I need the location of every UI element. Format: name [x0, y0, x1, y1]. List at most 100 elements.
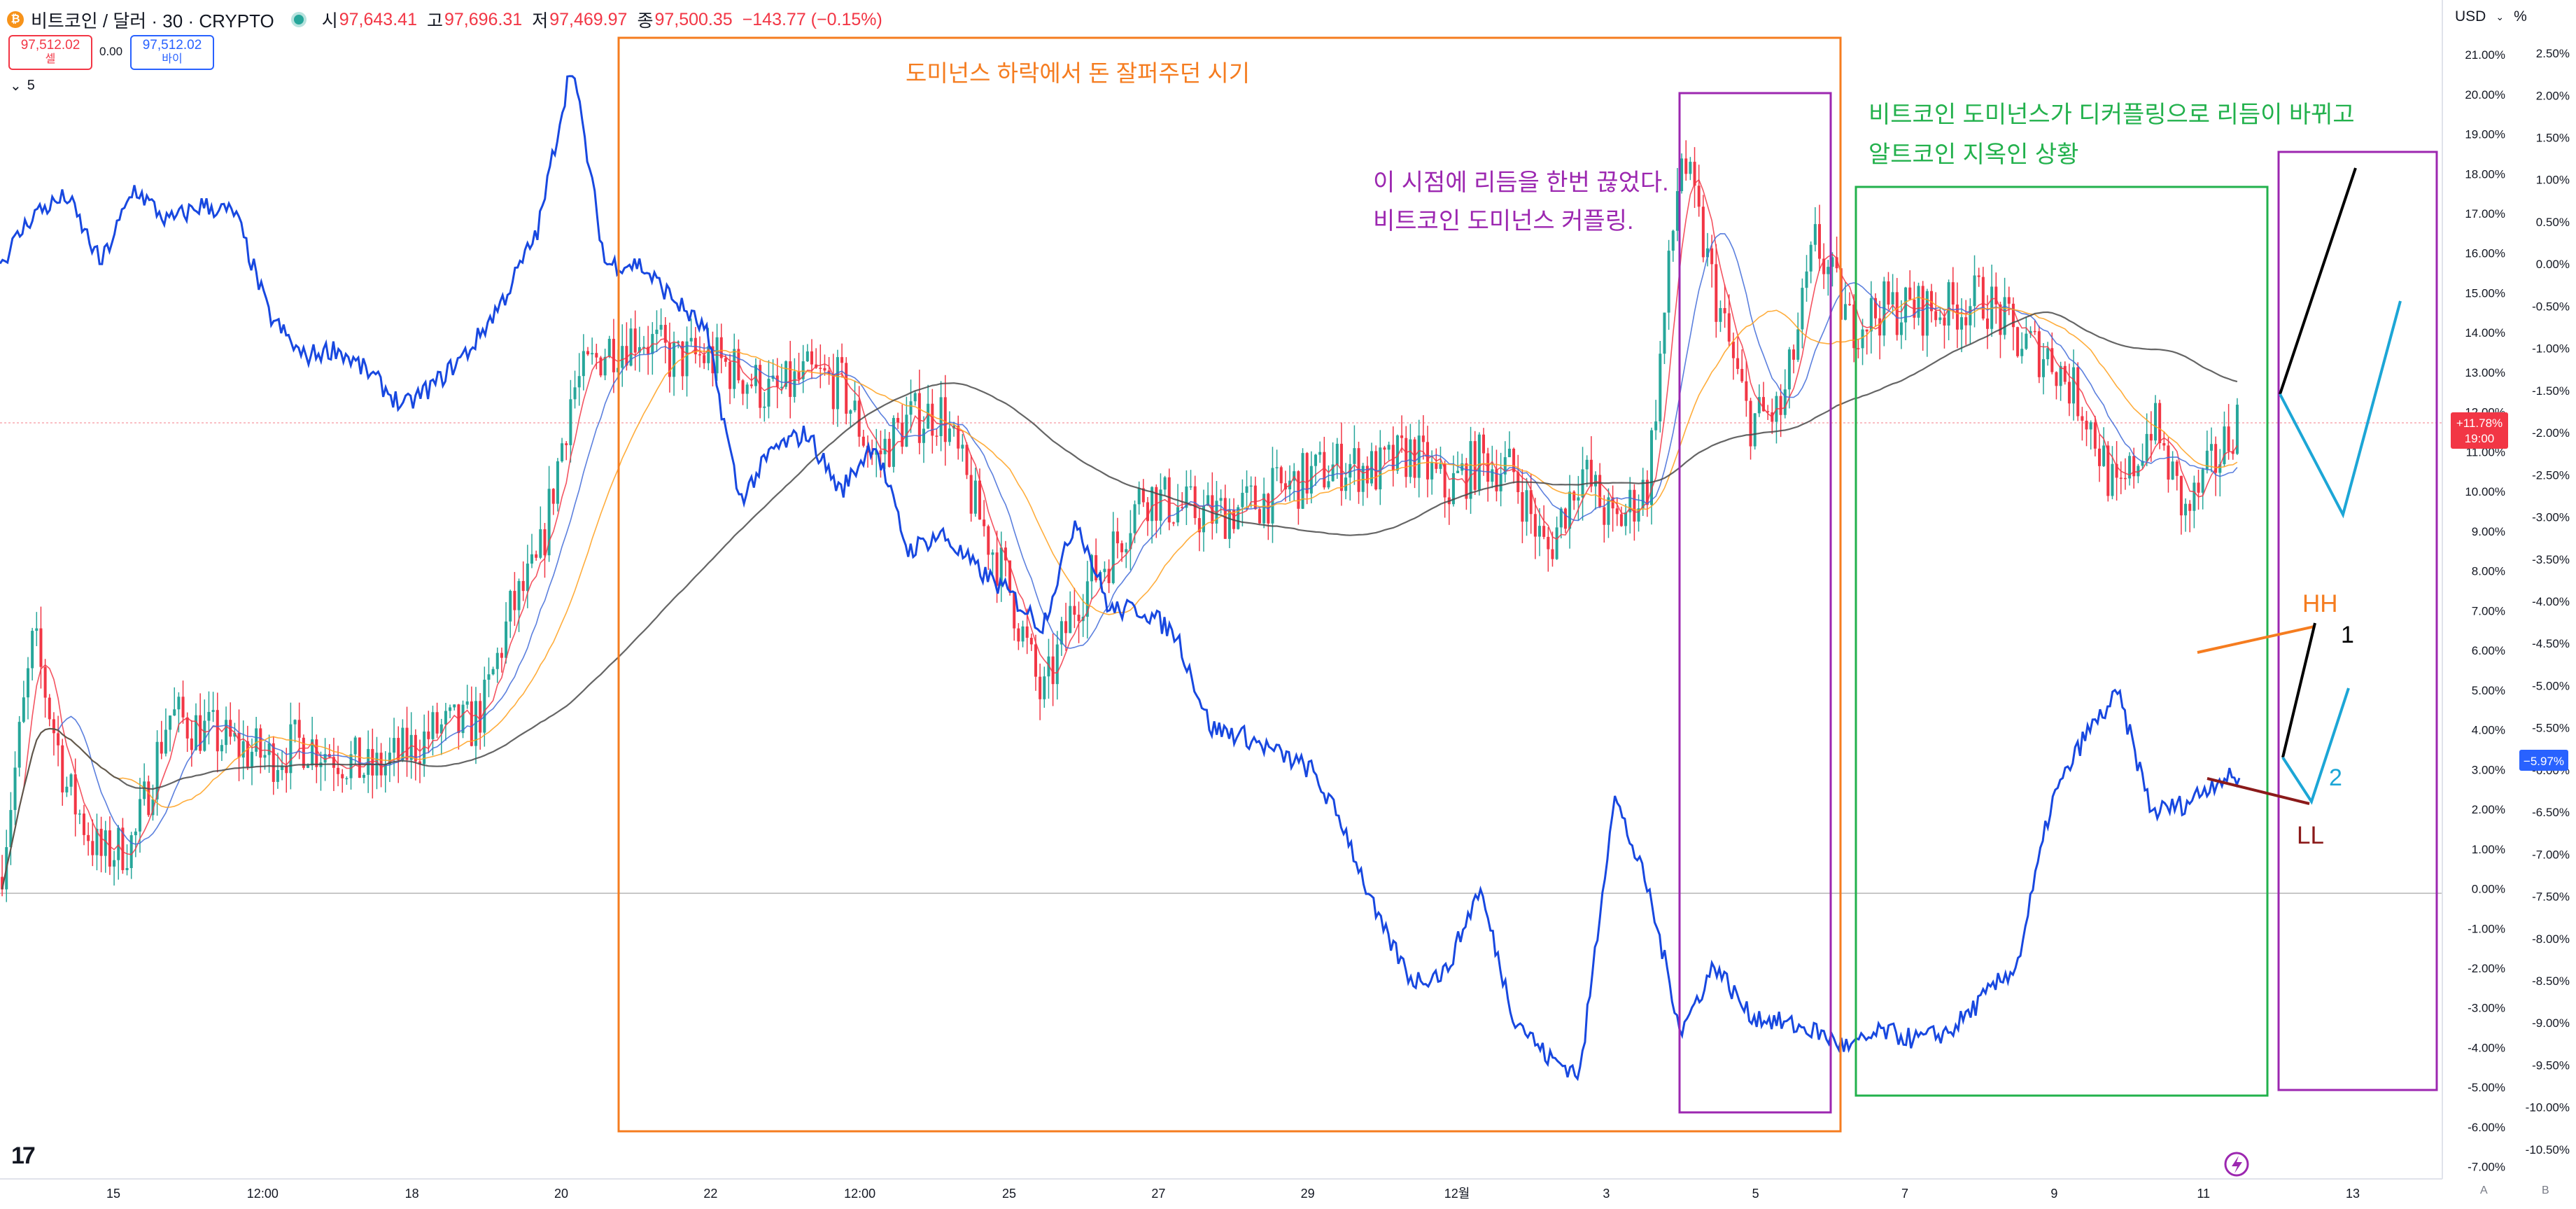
candle-body: [1141, 488, 1145, 503]
candle-body: [267, 743, 271, 755]
price-axis-btc[interactable]: 21.00% 20.00% 19.00% 18.00% 17.00% 16.00% 15.0…: [2465, 48, 2505, 1174]
orange-annotation-box[interactable]: [617, 36, 1842, 1133]
currency-label[interactable]: USD: [2455, 8, 2486, 25]
candle-body: [1723, 308, 1726, 314]
candle-body: [1619, 514, 1623, 526]
candle-body: [2063, 365, 2067, 382]
price-axis-dominance[interactable]: 2.50% 2.00% 1.50% 1.00% 0.50% 0.00% -0.50% -1.0…: [2526, 47, 2570, 1156]
candle-body: [1633, 489, 1636, 522]
candle-body: [530, 554, 533, 564]
candle-body: [1659, 354, 1662, 421]
candle-body: [2184, 503, 2188, 516]
candle-body: [1680, 158, 1684, 192]
indicator-collapse-toggle[interactable]: ⌄ 5: [10, 77, 35, 95]
candle-body: [1159, 489, 1162, 521]
wave-1-line[interactable]: [2281, 622, 2316, 758]
symbol-title[interactable]: 비트코인 / 달러 · 30 · CRYPTO: [31, 10, 274, 32]
btc-axis-tick: 13.00%: [2465, 366, 2505, 379]
purple-annotation-box[interactable]: [1678, 92, 1832, 1114]
candle-body: [1426, 442, 1429, 480]
candle-body: [2089, 422, 2092, 430]
candle-body: [1598, 475, 1602, 508]
candle-body: [2171, 461, 2174, 480]
candle-body: [526, 564, 529, 592]
candle-body: [2218, 464, 2222, 473]
candle-body: [241, 741, 245, 758]
time-axis-tick: 18: [405, 1187, 419, 1201]
candle-body: [1848, 304, 1852, 305]
candle-body: [190, 738, 193, 750]
sell-button[interactable]: 97,512.02 셀: [8, 35, 92, 70]
wave-2-line[interactable]: [2281, 687, 2350, 805]
candle-body: [917, 393, 921, 443]
candle-body: [1077, 615, 1081, 622]
candle-body: [943, 397, 947, 442]
green-annotation-box[interactable]: [1854, 186, 2269, 1097]
candle-body: [638, 347, 641, 353]
market-status-dot[interactable]: [290, 12, 307, 27]
time-axis[interactable]: 15 12:00 18 20 22 12:00 25 27 29 12월 3 5 7 9 11 13: [106, 1187, 2360, 1201]
candle-body: [1013, 592, 1016, 629]
candle-body: [763, 406, 766, 408]
lightning-glyph: [2232, 1156, 2242, 1173]
candle-body: [1125, 549, 1128, 552]
candle-body: [1465, 463, 1468, 499]
candle-body: [1421, 435, 1425, 442]
candle-body: [1637, 508, 1640, 522]
candle-body: [1353, 448, 1356, 464]
candle-body: [582, 351, 585, 377]
candle-body: [1107, 568, 1111, 583]
buy-button[interactable]: 97,512.02 바이: [130, 35, 214, 70]
candle-body: [113, 860, 116, 867]
candle-body: [474, 701, 477, 746]
btc-axis-tick: -5.00%: [2468, 1081, 2505, 1094]
candle-body: [1865, 329, 1868, 332]
candle-body: [2098, 448, 2101, 466]
candle-body: [1383, 447, 1386, 450]
green-annotation-line1: 비트코인 도미넌스가 디커플링으로 리듬이 바뀌고: [1868, 102, 2355, 128]
hh-label: HH: [2302, 590, 2338, 617]
candle-body: [1171, 522, 1175, 524]
axis-button-a[interactable]: A: [2480, 1184, 2488, 1196]
candle-body: [840, 357, 844, 363]
tradingview-logo[interactable]: 17: [11, 1142, 36, 1169]
candle-body: [991, 552, 994, 555]
candle-body: [491, 669, 495, 675]
candle-body: [225, 720, 228, 746]
purple-projection-box[interactable]: [2277, 151, 2438, 1091]
candle-body: [1787, 349, 1791, 390]
currency-selector[interactable]: USD ⌄ %: [2455, 8, 2527, 25]
candle-body: [1689, 162, 1692, 174]
axis-button-b[interactable]: B: [2542, 1184, 2549, 1196]
hh-line[interactable]: [2197, 625, 2315, 654]
buy-label: 바이: [162, 53, 183, 65]
green-annotation-line2: 알트코인 지옥인 상황: [1868, 141, 2078, 168]
dominance-axis-tick: -10.50%: [2526, 1143, 2570, 1156]
dominance-axis-tick: -8.00%: [2532, 932, 2570, 946]
percent-toggle[interactable]: %: [2514, 8, 2527, 25]
candle-body: [177, 697, 181, 710]
candle-body: [1731, 341, 1735, 358]
candle-body: [1495, 469, 1498, 491]
candle-body: [1197, 518, 1201, 533]
candle-body: [1499, 474, 1502, 491]
candle-body: [1339, 443, 1343, 491]
btc-axis-tick: 19.00%: [2465, 128, 2505, 141]
cyan-projection-line[interactable]: [2279, 300, 2402, 519]
candle-body: [1529, 490, 1533, 515]
candle-body: [393, 738, 396, 753]
candle-body: [2106, 445, 2110, 496]
candle-body: [737, 349, 740, 381]
btc-axis-tick: -7.00%: [2468, 1161, 2505, 1174]
candle-body: [745, 384, 749, 394]
candle-body: [1189, 486, 1192, 488]
btc-last-badge: [2451, 412, 2508, 449]
candle-body: [259, 728, 262, 758]
candle-body: [1451, 473, 1455, 505]
ll-line[interactable]: [2207, 777, 2310, 805]
candle-body: [449, 707, 452, 711]
black-projection-line[interactable]: [2279, 167, 2357, 395]
lightning-icon[interactable]: [2224, 1152, 2249, 1177]
